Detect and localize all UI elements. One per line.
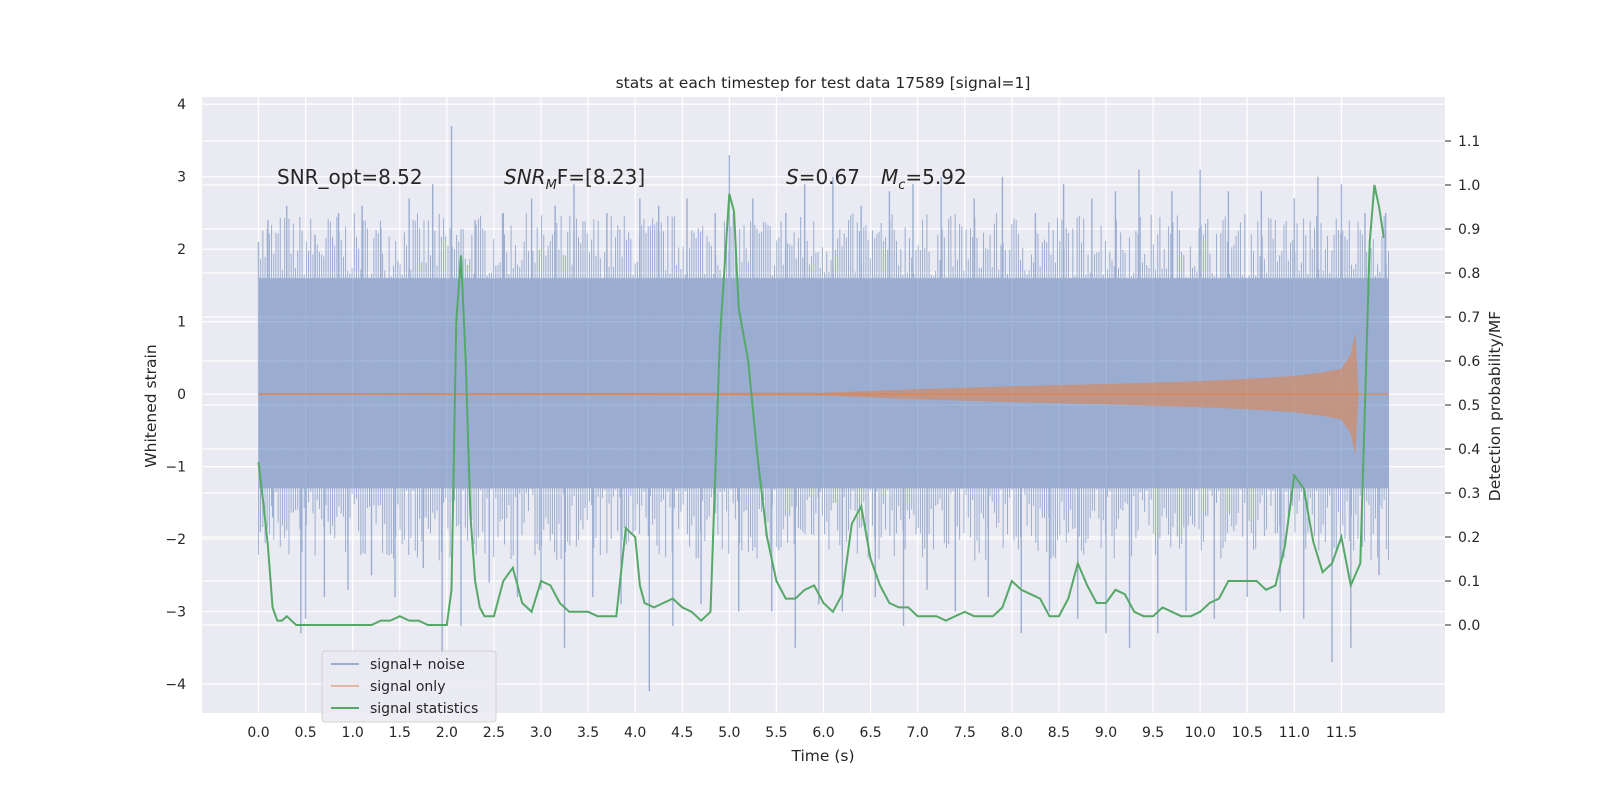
y-axis-label-right: Detection probability/MF	[1486, 311, 1504, 502]
annotation-mc-subscript: c	[898, 178, 905, 193]
annotation-snr-mf-symbol: SNR	[504, 165, 546, 189]
signal-only-series	[258, 332, 1389, 456]
legend: signal+ noise signal only signal statist…	[321, 650, 497, 723]
axis-ticks: 0.0 0.5 1.0 1.5 2.0 2.5 3.0 3.5 4.0 4.5 5.0 5.5 6.0 6…	[165, 97, 1480, 741]
annotation-mc-value: =5.92	[905, 165, 966, 189]
y-tick-label-left: −4	[165, 677, 186, 693]
annotation-s-value: =0.67	[799, 165, 860, 189]
signal-statistics-line	[257, 184, 1385, 626]
x-tick-label: 11.5	[1326, 725, 1357, 741]
annotation-mc-symbol: M	[881, 165, 898, 189]
y-axis-label-left: Whitened strain	[142, 344, 160, 467]
legend-label-signal-statistics: signal statistics	[370, 701, 478, 717]
y-tick-label-right: 0.8	[1458, 266, 1480, 282]
x-tick-label: 0.0	[247, 725, 269, 741]
y-tick-label-right: 0.3	[1458, 486, 1480, 502]
x-tick-label: 8.0	[1001, 725, 1023, 741]
y-tick-label-right: 1.1	[1458, 134, 1480, 150]
x-tick-label: 3.5	[577, 725, 599, 741]
chart-title: stats at each timestep for test data 175…	[616, 74, 1031, 92]
x-tick-label: 4.0	[624, 725, 646, 741]
y-tick-label-right: 0.6	[1458, 354, 1480, 370]
y-tick-label-right: 1.0	[1458, 178, 1480, 194]
y-tick-label-right: 0.4	[1458, 442, 1480, 458]
y-tick-label-left: 4	[177, 97, 186, 113]
x-tick-label: 1.0	[342, 725, 364, 741]
legend-label-signal-noise: signal+ noise	[370, 657, 465, 673]
y-tick-label-right: 0.2	[1458, 530, 1480, 546]
y-tick-label-left: 3	[177, 170, 186, 186]
x-tick-label: 9.5	[1142, 725, 1164, 741]
legend-label-signal-only: signal only	[370, 679, 445, 695]
x-tick-label: 8.5	[1048, 725, 1070, 741]
y-tick-label-left: −1	[165, 460, 186, 476]
y-tick-label-right: 0.7	[1458, 310, 1480, 326]
y-tick-label-right: 0.1	[1458, 574, 1480, 590]
y-tick-label-left: 1	[177, 315, 186, 331]
x-tick-label: 9.0	[1095, 725, 1117, 741]
annotation-snr-opt: SNR_opt=8.52	[277, 165, 423, 189]
y-tick-label-left: −2	[165, 532, 186, 548]
y-tick-label-left: 0	[177, 387, 186, 403]
y-tick-label-right: 0.5	[1458, 398, 1480, 414]
y-tick-label-left: 2	[177, 242, 186, 258]
annotation-s-symbol: S	[786, 165, 799, 189]
x-tick-label: 0.5	[294, 725, 316, 741]
legend-box	[321, 650, 497, 723]
y-tick-label-right: 0.9	[1458, 222, 1480, 238]
x-tick-label: 2.0	[436, 725, 458, 741]
annotation-snr-mf-value: F=[8.23]	[557, 165, 645, 189]
x-axis-label: Time (s)	[790, 747, 854, 765]
y-tick-label-right: 0.0	[1458, 618, 1480, 634]
x-tick-label: 6.5	[859, 725, 881, 741]
annotation-snr-mf: SNRMF=[8.23]	[504, 165, 645, 193]
annotation-s: S=0.67	[786, 165, 860, 189]
signal-statistics-series	[257, 184, 1385, 626]
x-tick-label: 2.5	[483, 725, 505, 741]
x-tick-label: 1.5	[389, 725, 411, 741]
x-tick-label: 5.0	[718, 725, 740, 741]
x-tick-label: 7.0	[907, 725, 929, 741]
y-tick-label-left: −3	[165, 605, 186, 621]
x-tick-label: 3.0	[530, 725, 552, 741]
annotation-snr-mf-subscript: M	[546, 178, 557, 193]
x-tick-label: 10.0	[1185, 725, 1216, 741]
x-tick-label: 6.0	[812, 725, 834, 741]
x-tick-label: 10.5	[1232, 725, 1263, 741]
x-tick-label: 11.0	[1279, 725, 1310, 741]
x-tick-label: 4.5	[671, 725, 693, 741]
annotation-mc: Mc=5.92	[881, 165, 967, 193]
x-tick-label: 7.5	[954, 725, 976, 741]
x-tick-label: 5.5	[765, 725, 787, 741]
